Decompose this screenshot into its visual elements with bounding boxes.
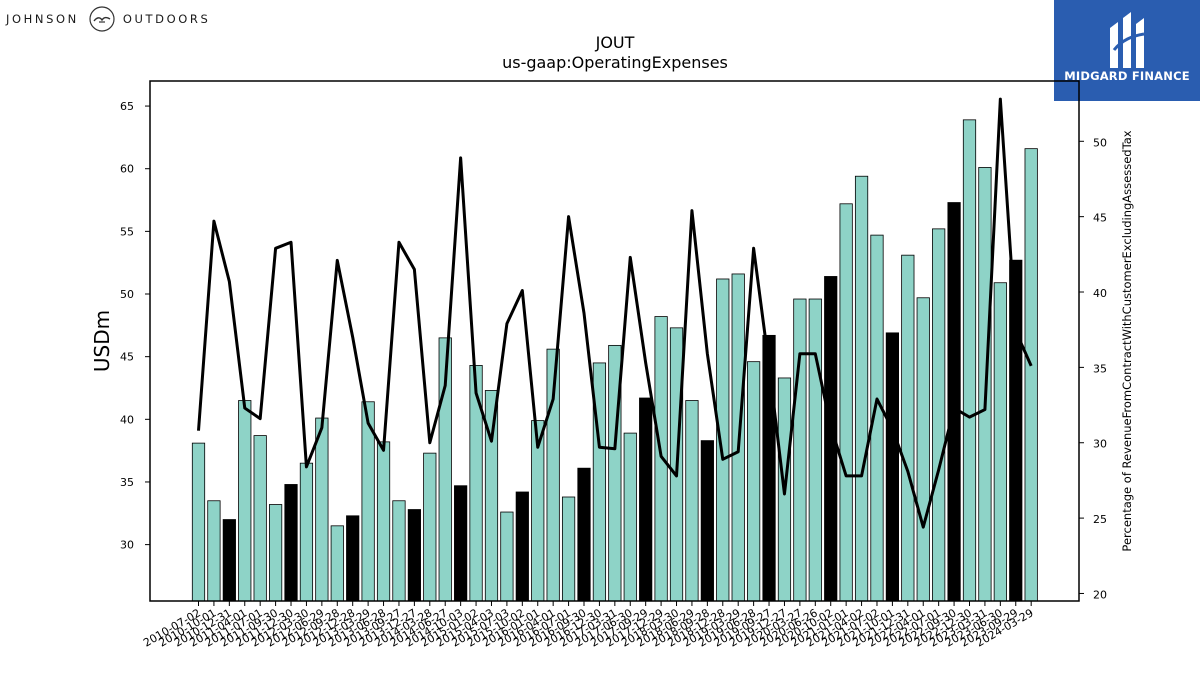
y2-axis-label: Percentage of RevenueFromContractWithCus… — [1120, 130, 1134, 551]
bar-2021-10-01 — [885, 332, 900, 602]
bar-2013-06-28 — [376, 441, 391, 602]
bar-2020-06-26 — [808, 298, 822, 602]
bar-2022-07-01 — [932, 228, 946, 602]
bar-2018-09-28 — [700, 440, 714, 602]
bar-2014-03-28 — [423, 452, 437, 602]
johnson-outdoors-logo: JOHNSON OUTDOORS — [6, 4, 210, 34]
chart-title: JOUT — [595, 33, 635, 52]
y2-tick-label: 35 — [1093, 362, 1107, 375]
bar-2021-01-01 — [839, 203, 853, 602]
y2-axis-ticks: 20 25 30 35 40 45 50 — [1079, 136, 1107, 601]
bar-2010-07-02 — [191, 442, 206, 602]
bar-series — [191, 119, 1038, 602]
bar-2022-04-01 — [916, 297, 930, 602]
bar-2021-12-31 — [901, 254, 915, 602]
y2-tick-label: 30 — [1093, 438, 1107, 451]
y-tick-label: 50 — [120, 288, 134, 301]
chart-subtitle: us-gaap:OperatingExpenses — [502, 53, 728, 72]
bar-2015-01-02 — [469, 365, 483, 602]
y-tick-label: 30 — [120, 539, 134, 552]
bar-2015-04-03 — [484, 390, 499, 602]
bar-2020-03-27 — [793, 298, 807, 602]
y-tick-label: 55 — [120, 225, 134, 238]
bar-2013-09-27 — [392, 500, 406, 602]
bar-2018-06-29 — [685, 400, 699, 602]
bar-2017-06-30 — [623, 432, 637, 602]
bar-2022-12-30 — [962, 119, 977, 602]
bar-2017-12-29 — [654, 316, 668, 602]
midgard-mark-icon — [1110, 12, 1145, 68]
bar-2019-06-28 — [747, 361, 761, 602]
bar-2010-10-01 — [207, 500, 221, 602]
bar-2012-06-29 — [315, 417, 329, 602]
midgard-logo-text: MIDGARD FINANCE — [1064, 69, 1190, 83]
bar-2021-04-02 — [854, 175, 869, 602]
bar-2012-12-28 — [346, 515, 360, 602]
bar-2011-09-30 — [268, 504, 283, 602]
bar-2013-12-27 — [407, 509, 421, 602]
y-tick-label: 60 — [120, 163, 134, 176]
y2-tick-label: 45 — [1093, 212, 1107, 225]
bar-2017-09-29 — [639, 397, 653, 602]
bar-2010-12-31 — [222, 519, 236, 602]
y-tick-label: 65 — [120, 100, 134, 113]
bar-2011-07-01 — [253, 435, 267, 602]
bar-2012-09-28 — [330, 525, 344, 602]
y-tick-label: 40 — [120, 413, 134, 426]
johnson-emblem-icon — [89, 6, 115, 32]
logo-text-outdoors: OUTDOORS — [122, 12, 211, 26]
bar-2011-04-01 — [238, 400, 252, 602]
bar-2024-03-29 — [1024, 148, 1038, 602]
bar-2012-03-30 — [299, 462, 314, 602]
bar-2016-07-01 — [561, 496, 576, 602]
y2-tick-label: 25 — [1093, 513, 1107, 526]
y-axis-ticks: 30 35 40 45 50 55 60 65 — [120, 100, 150, 552]
y-tick-label: 45 — [120, 351, 134, 364]
y2-tick-label: 40 — [1093, 287, 1107, 300]
bar-2014-10-03 — [454, 485, 468, 602]
y2-tick-label: 20 — [1093, 588, 1107, 601]
bar-2023-06-30 — [993, 282, 1007, 602]
bar-2015-10-02 — [515, 491, 529, 602]
logo-text-johnson: JOHNSON — [6, 12, 79, 26]
bar-2022-09-30 — [947, 202, 961, 602]
y2-tick-label: 50 — [1093, 136, 1107, 149]
y-axis-label: USDm — [90, 310, 114, 372]
midgard-finance-logo: MIDGARD FINANCE — [1054, 0, 1200, 101]
y-tick-label: 35 — [120, 476, 134, 489]
bar-2011-12-30 — [284, 484, 298, 602]
bar-2016-09-30 — [577, 467, 591, 602]
x-axis-ticks: 2010-07-022010-10-012010-12-312011-04-01… — [141, 601, 1036, 650]
bar-2015-07-03 — [500, 511, 514, 602]
line-series — [197, 97, 1033, 529]
